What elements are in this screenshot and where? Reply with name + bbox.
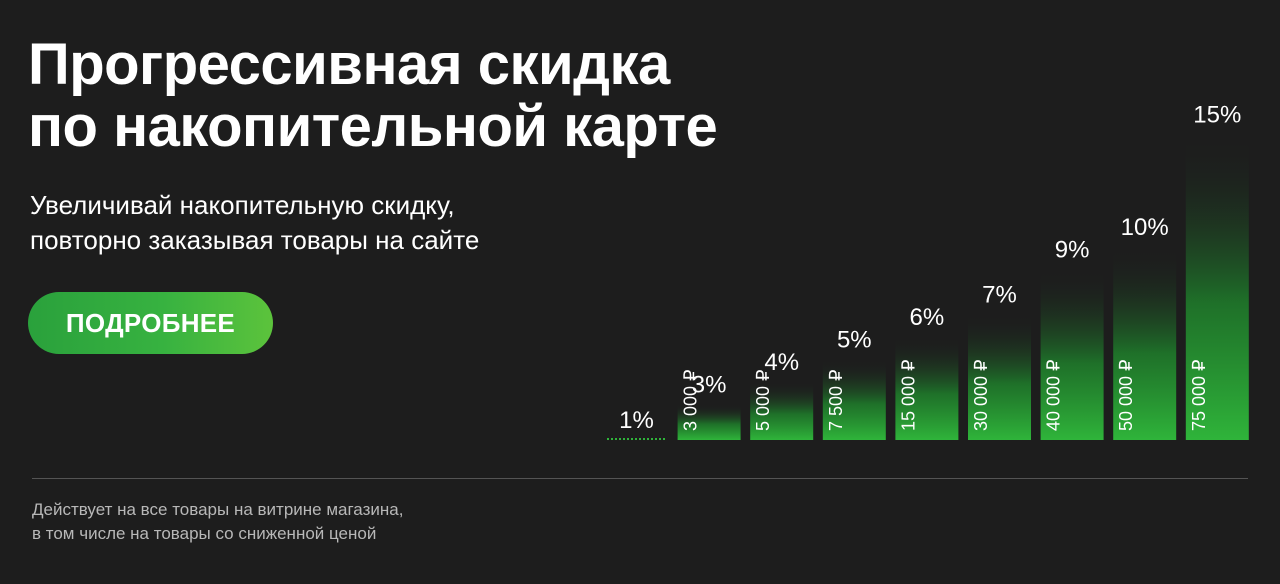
bar-category-label: 40 000 ₽ [1044,359,1064,431]
footnote-line-1: Действует на все товары на витрине магаз… [32,500,404,519]
bar-category-label: 15 000 ₽ [898,359,918,431]
title-line-2: по накопительной карте [28,94,718,159]
bar-category-label: 3 000 ₽ [681,370,701,432]
bar-value-label: 9% [1055,237,1090,264]
bar-value-label: 4% [764,349,799,376]
bar-value-label: 15% [1193,102,1241,129]
bar-value-label: 6% [910,304,945,331]
divider [32,478,1248,479]
more-details-button[interactable]: ПОДРОБНЕЕ [28,292,273,354]
bar [750,382,814,440]
subtitle-line-2: повторно заказывая товары на сайте [30,225,480,255]
bar-value-label: 1% [619,407,654,434]
subtitle: Увеличивай накопительную скидку, повторн… [30,188,479,258]
bar-category-label: 7 500 ₽ [826,370,846,432]
bar-category-label: 50 000 ₽ [1116,359,1136,431]
bar [677,404,741,440]
title-line-1: Прогрессивная скидка [28,32,670,97]
page-title: Прогрессивная скидка по накопительной ка… [28,32,718,159]
footnote-line-2: в том числе на товары со сниженной ценой [32,524,377,543]
bar-category-label: 30 000 ₽ [971,359,991,431]
bar [895,337,959,440]
bar [822,359,886,440]
bar [1113,247,1177,440]
chart-bars: 1% 3%3 000 ₽ 4%5 000 ₽ 5% 7 500 ₽ 6% 15 000 ₽ 7… [607,102,1249,440]
bar-value-label: 5% [837,327,872,354]
bar-value-label: 3% [692,372,727,399]
bar-category-label: 75 000 ₽ [1189,359,1209,431]
bar [1040,269,1104,440]
footnote: Действует на все товары на витрине магаз… [32,498,403,546]
bar [1185,134,1249,440]
bar-value-label: 10% [1121,214,1169,241]
bar-category-label: 5 000 ₽ [753,370,773,432]
bar-value-label: 7% [982,282,1017,309]
subtitle-line-1: Увеличивай накопительную скидку, [30,190,455,220]
bar [968,314,1031,440]
